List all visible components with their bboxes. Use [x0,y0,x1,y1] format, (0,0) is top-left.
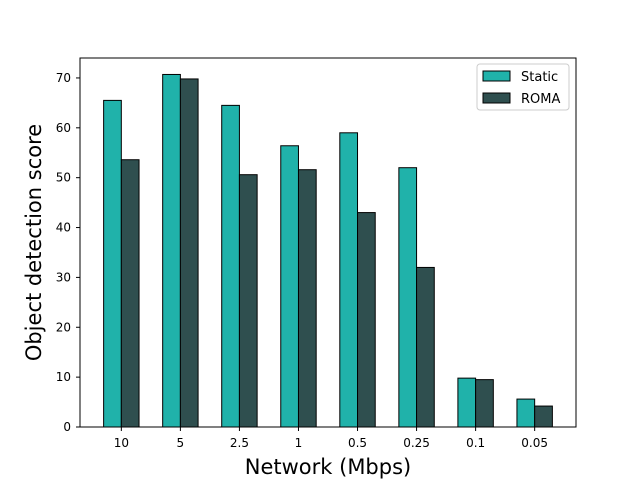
y-tick-label: 30 [56,270,71,284]
y-axis-label: Object detection score [22,124,46,361]
y-tick-label: 60 [56,121,71,135]
bar-roma-0.5 [357,212,376,428]
bar-static-1 [280,145,299,428]
bar-static-2.5 [221,104,240,428]
legend-swatch-roma [482,92,511,104]
bars-group [103,73,553,428]
bar-roma-1 [297,169,317,428]
y-axis-ticks: 0 10 20 30 40 50 60 70 [56,71,80,434]
bar-static-0.5 [339,132,359,428]
legend-label-static: Static [521,70,558,85]
y-tick-label: 40 [56,221,71,235]
bar-static-0.1 [457,377,477,428]
bar-roma-0.25 [416,266,435,428]
y-tick-label: 70 [56,71,71,85]
bar-static-0.25 [398,167,418,428]
bar-roma-0.05 [534,405,553,428]
legend-swatch-static [482,70,511,82]
y-tick-label: 20 [56,320,71,334]
y-tick-label: 50 [56,171,71,185]
x-tick-label: 5 [177,436,185,450]
bar-roma-2.5 [238,174,258,428]
bar-static-5 [162,73,181,428]
x-axis-label: Network (Mbps) [245,455,411,479]
legend-label-roma: ROMA [521,92,560,107]
x-tick-label: 0.25 [403,436,430,450]
x-tick-label: 10 [114,436,129,450]
bar-static-10 [103,99,122,428]
x-tick-label: 2.5 [230,436,249,450]
x-tick-label: 0.5 [348,436,367,450]
x-axis-ticks: 10 5 2.5 1 0.5 0.25 0.1 0.05 [114,427,548,450]
y-tick-label: 0 [63,420,71,434]
x-tick-label: 1 [295,436,303,450]
bar-roma-0.1 [475,379,494,428]
x-tick-label: 0.1 [466,436,485,450]
y-tick-label: 10 [56,370,71,384]
bar-roma-10 [120,159,140,428]
bar-roma-5 [179,78,199,428]
plot-area-frame [79,57,577,428]
x-tick-label: 0.05 [521,436,548,450]
bar-static-0.05 [516,398,536,428]
legend: Static ROMA [476,63,570,111]
